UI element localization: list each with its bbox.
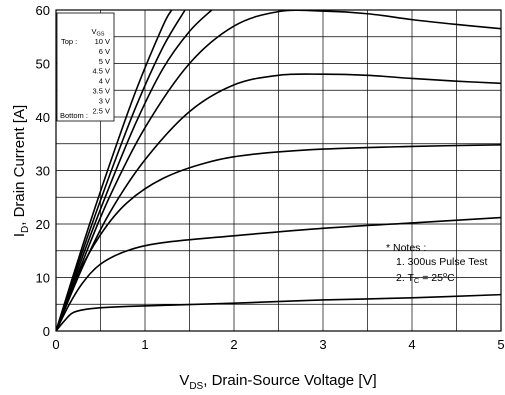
y-tick-label: 20 — [36, 217, 50, 232]
legend-entry: 6 V — [99, 47, 110, 56]
legend-entry: 4.5 V — [92, 67, 110, 76]
curve-vgs-4_5v — [56, 10, 501, 331]
y-tick-labels: 0 10 20 30 40 50 60 — [36, 3, 50, 339]
x-axis-title: VDS, Drain-Source Voltage [V] — [179, 372, 376, 392]
notes-line2-pre: 2. T — [396, 272, 414, 284]
legend-entry: 10 V — [95, 37, 110, 46]
x-axis-title-sub: DS — [189, 381, 203, 392]
legend-top-label: Top : — [61, 37, 77, 46]
x-tick-label: 2 — [230, 337, 237, 352]
legend-entry: 4 V — [99, 77, 110, 86]
x-tick-label: 3 — [319, 337, 326, 352]
notes: * Notes : 1. 300us Pulse Test 2. TC = 25… — [386, 242, 488, 285]
legend-entry: 3 V — [99, 96, 110, 105]
curve-vgs-3_5v — [56, 144, 501, 331]
y-tick-label: 30 — [36, 164, 50, 179]
curve-vgs-10v — [56, 10, 173, 331]
y-axis-title-main: I — [11, 233, 28, 237]
x-axis-title-main: V — [179, 372, 189, 389]
legend-entry: 5 V — [99, 57, 110, 66]
y-tick-label: 10 — [36, 271, 50, 286]
legend-header: VGS — [92, 27, 105, 38]
notes-line2-sub: C — [414, 276, 420, 285]
notes-title: * Notes : — [386, 242, 426, 254]
x-tick-label: 1 — [141, 337, 148, 352]
notes-line2: 2. TC = 25oC — [396, 270, 455, 285]
curve-vgs-5v — [56, 10, 213, 331]
curve-vgs-4v — [56, 73, 501, 331]
y-tick-label: 60 — [36, 3, 50, 18]
curve-vgs-2_5v — [56, 293, 501, 331]
x-axis-title-rest: , Drain-Source Voltage [V] — [203, 372, 376, 389]
notes-line2-sup: o — [443, 270, 447, 279]
legend-header-main: V — [92, 27, 97, 36]
y-tick-label: 50 — [36, 57, 50, 72]
x-tick-label: 5 — [497, 337, 504, 352]
x-tick-label: 4 — [408, 337, 415, 352]
x-tick-labels: 0 1 2 3 4 5 — [52, 337, 504, 352]
notes-line2-mid: = 25 — [419, 272, 443, 284]
curves — [56, 10, 501, 331]
legend-box — [56, 12, 115, 122]
y-axis-title: ID, Drain Current [A] — [11, 105, 31, 237]
curve-vgs-6v — [56, 10, 186, 331]
x-tick-label: 0 — [52, 337, 59, 352]
plot-frame — [55, 9, 502, 332]
y-axis-title-rest: , Drain Current [A] — [11, 105, 28, 226]
y-tick-label: 0 — [43, 324, 50, 339]
curve-vgs-3v — [56, 216, 501, 331]
legend-entries: 10 V6 V5 V4.5 V4 V3.5 V3 V2.5 V — [92, 37, 110, 115]
legend-entry: 2.5 V — [92, 106, 110, 115]
legend: VGS Top : Bottom : 10 V6 V5 V4.5 V4 V3.5… — [56, 12, 115, 122]
legend-bottom-label: Bottom : — [60, 111, 88, 120]
y-tick-label: 40 — [36, 110, 50, 125]
legend-entry: 3.5 V — [92, 87, 110, 96]
y-axis-title-sub: D — [20, 226, 31, 233]
notes-line2-post: C — [447, 272, 455, 284]
legend-header-sub: GS — [97, 32, 105, 38]
notes-line1: 1. 300us Pulse Test — [396, 256, 488, 268]
